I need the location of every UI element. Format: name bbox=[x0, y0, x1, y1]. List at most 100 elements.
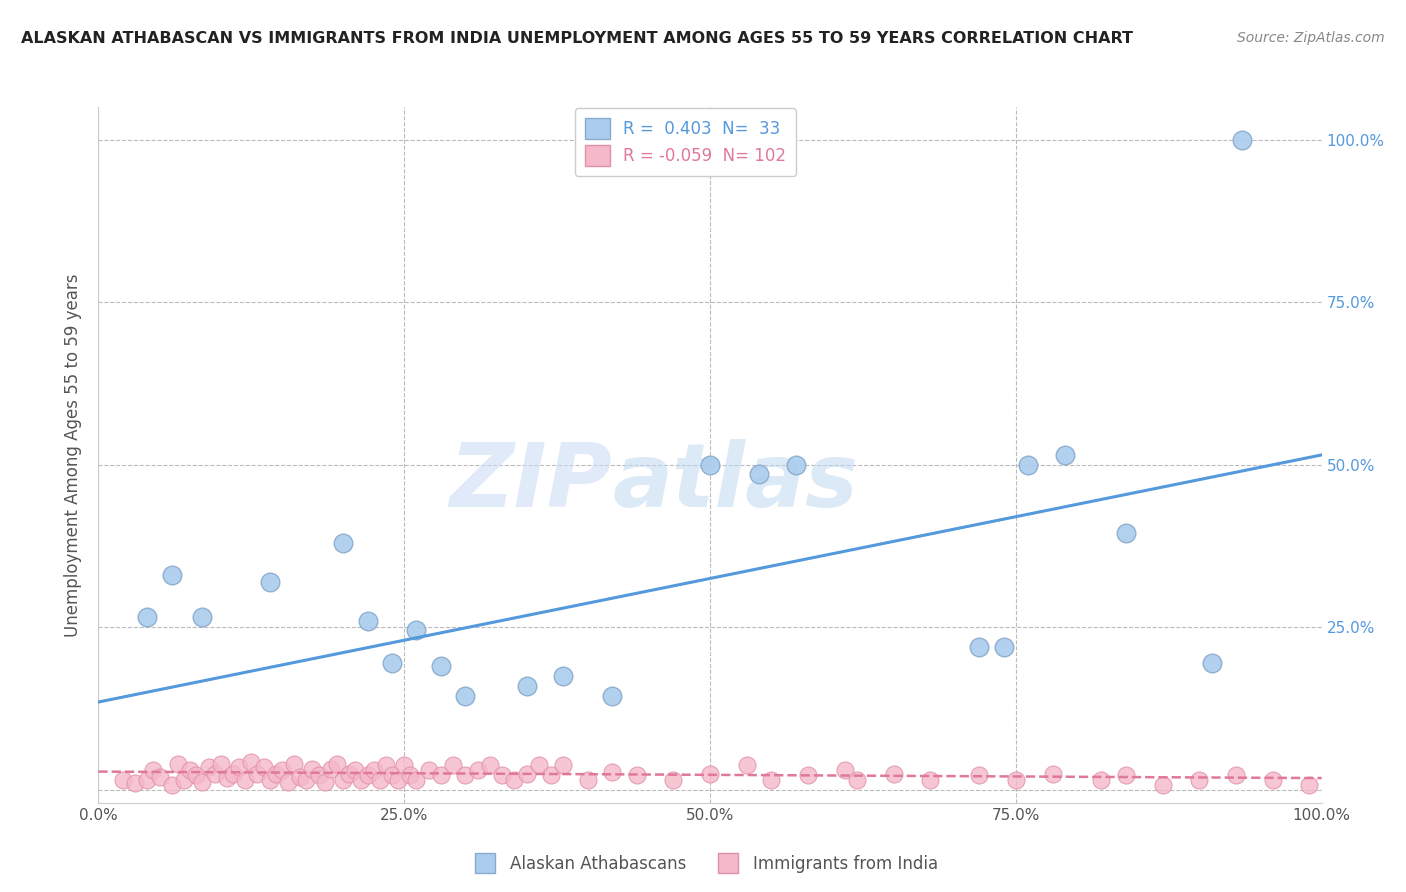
Point bbox=[1115, 768, 1137, 782]
Point bbox=[136, 610, 159, 624]
Point bbox=[399, 768, 422, 782]
Point bbox=[761, 772, 783, 787]
Point bbox=[418, 764, 440, 778]
Point bbox=[222, 766, 245, 780]
Point bbox=[1225, 768, 1247, 782]
Point bbox=[515, 766, 537, 780]
Point bbox=[167, 756, 190, 771]
Legend: Alaskan Athabascans, Immigrants from India: Alaskan Athabascans, Immigrants from Ind… bbox=[461, 848, 945, 880]
Point bbox=[1230, 132, 1253, 146]
Point bbox=[1017, 458, 1039, 472]
Point bbox=[374, 758, 396, 772]
Point bbox=[454, 768, 477, 782]
Point bbox=[191, 775, 214, 789]
Point bbox=[186, 768, 208, 782]
Point bbox=[246, 766, 269, 780]
Point bbox=[344, 764, 367, 778]
Point bbox=[149, 770, 172, 784]
Point bbox=[173, 772, 195, 787]
Point bbox=[454, 689, 477, 703]
Point bbox=[553, 669, 575, 683]
Point bbox=[553, 758, 575, 772]
Point bbox=[993, 640, 1015, 654]
Point bbox=[1053, 448, 1076, 462]
Point bbox=[124, 776, 146, 790]
Point bbox=[576, 772, 599, 787]
Point bbox=[363, 764, 385, 778]
Point bbox=[160, 778, 183, 792]
Point bbox=[142, 764, 165, 778]
Point bbox=[259, 574, 281, 589]
Text: ZIP: ZIP bbox=[450, 439, 612, 526]
Point bbox=[204, 766, 226, 780]
Point bbox=[430, 659, 453, 673]
Point bbox=[179, 764, 201, 778]
Point bbox=[845, 772, 868, 787]
Point bbox=[295, 772, 318, 787]
Point bbox=[356, 614, 378, 628]
Point bbox=[191, 610, 214, 624]
Point bbox=[264, 766, 287, 780]
Point bbox=[735, 758, 758, 772]
Point bbox=[270, 764, 294, 778]
Text: Source: ZipAtlas.com: Source: ZipAtlas.com bbox=[1237, 31, 1385, 45]
Point bbox=[1115, 525, 1137, 540]
Point bbox=[136, 772, 159, 787]
Point bbox=[503, 772, 526, 787]
Point bbox=[111, 772, 134, 787]
Point bbox=[314, 775, 336, 789]
Point bbox=[277, 775, 299, 789]
Text: atlas: atlas bbox=[612, 439, 858, 526]
Point bbox=[600, 764, 623, 779]
Point bbox=[405, 772, 427, 787]
Point bbox=[540, 768, 562, 782]
Point bbox=[478, 758, 501, 772]
Point bbox=[283, 756, 305, 771]
Point bbox=[626, 768, 648, 782]
Point bbox=[259, 772, 281, 787]
Point bbox=[600, 689, 623, 703]
Point bbox=[1298, 778, 1320, 792]
Point bbox=[785, 458, 807, 472]
Point bbox=[381, 656, 404, 670]
Point bbox=[381, 768, 404, 782]
Point bbox=[240, 756, 263, 770]
Point bbox=[252, 760, 274, 774]
Point bbox=[1261, 772, 1284, 787]
Point bbox=[527, 758, 550, 772]
Text: ALASKAN ATHABASCAN VS IMMIGRANTS FROM INDIA UNEMPLOYMENT AMONG AGES 55 TO 59 YEA: ALASKAN ATHABASCAN VS IMMIGRANTS FROM IN… bbox=[21, 31, 1133, 46]
Point bbox=[1188, 772, 1211, 787]
Y-axis label: Unemployment Among Ages 55 to 59 years: Unemployment Among Ages 55 to 59 years bbox=[65, 273, 83, 637]
Point bbox=[233, 772, 256, 787]
Point bbox=[368, 772, 391, 787]
Point bbox=[1090, 772, 1112, 787]
Point bbox=[699, 766, 721, 780]
Point bbox=[319, 762, 342, 776]
Point bbox=[350, 772, 373, 787]
Point bbox=[967, 640, 990, 654]
Point bbox=[228, 760, 250, 774]
Point bbox=[967, 768, 990, 782]
Point bbox=[290, 770, 312, 784]
Point bbox=[326, 756, 349, 771]
Point bbox=[883, 766, 905, 780]
Point bbox=[430, 768, 453, 782]
Point bbox=[392, 758, 416, 772]
Point bbox=[1004, 772, 1026, 787]
Point bbox=[748, 467, 770, 482]
Point bbox=[662, 772, 685, 787]
Point bbox=[332, 535, 354, 549]
Point bbox=[337, 766, 360, 780]
Point bbox=[215, 771, 238, 785]
Point bbox=[1042, 766, 1064, 780]
Point bbox=[441, 758, 464, 772]
Point bbox=[387, 772, 409, 787]
Point bbox=[797, 768, 820, 782]
Point bbox=[197, 760, 219, 774]
Point bbox=[160, 568, 183, 582]
Point bbox=[920, 772, 942, 787]
Point bbox=[301, 762, 323, 776]
Point bbox=[491, 768, 513, 782]
Point bbox=[1152, 778, 1174, 792]
Point bbox=[308, 768, 330, 782]
